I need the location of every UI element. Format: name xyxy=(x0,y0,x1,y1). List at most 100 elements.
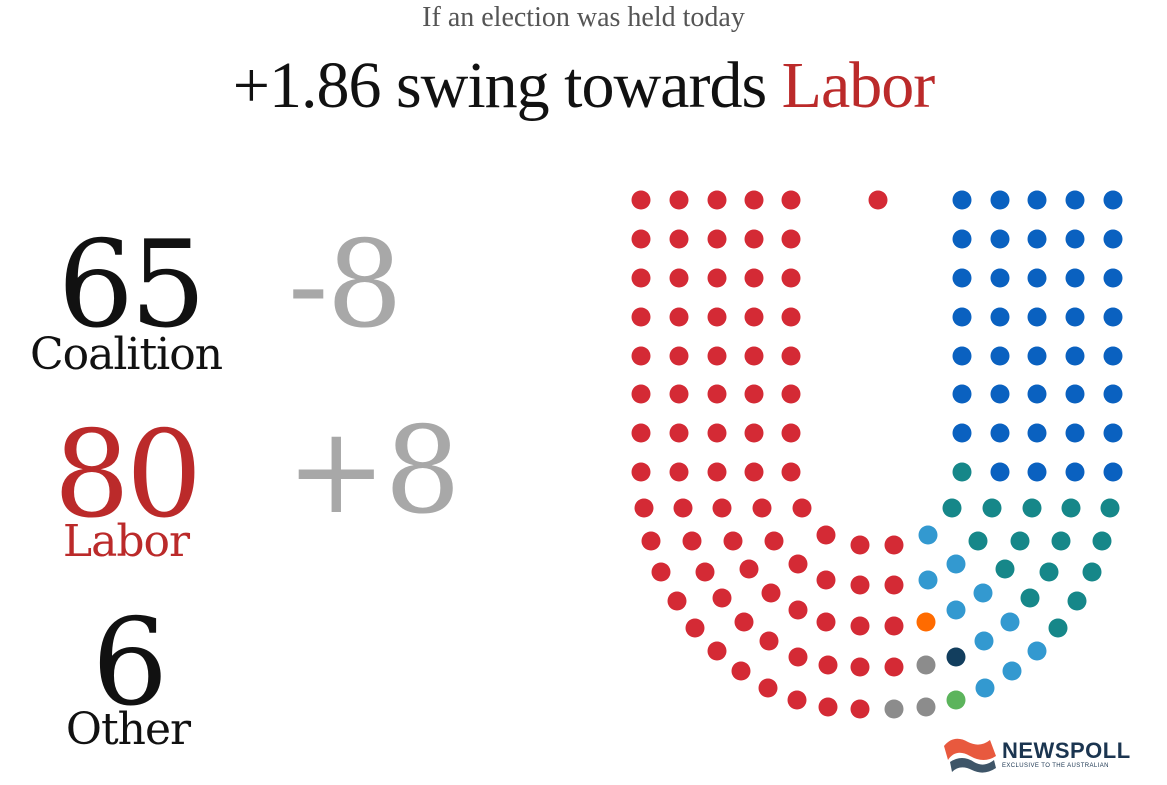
seat-dot xyxy=(1048,618,1068,638)
seat-dot xyxy=(752,498,772,518)
seat-dot xyxy=(1067,591,1087,611)
labor-seats: 80 xyxy=(53,406,203,545)
seat-dot xyxy=(631,462,651,482)
seat-dot xyxy=(990,462,1010,482)
coalition-seats: 65 xyxy=(57,216,207,355)
seat-dot xyxy=(787,690,807,710)
seat-dot xyxy=(946,554,966,574)
seat-dot xyxy=(974,631,994,651)
seat-dot xyxy=(631,384,651,404)
seat-dot xyxy=(1065,384,1085,404)
seat-dot xyxy=(850,657,870,677)
seat-dot xyxy=(707,384,727,404)
seat-dot xyxy=(816,570,836,590)
seat-dot xyxy=(788,647,808,667)
seat-dot xyxy=(651,562,671,582)
seat-dot xyxy=(973,583,993,603)
seat-dot xyxy=(1103,462,1123,482)
seat-dot xyxy=(1027,384,1047,404)
seat-dot xyxy=(744,268,764,288)
seat-dot xyxy=(1103,307,1123,327)
seat-dot xyxy=(744,229,764,249)
seat-dot xyxy=(1103,268,1123,288)
seat-dot xyxy=(818,697,838,717)
seat-dot xyxy=(673,498,693,518)
seat-dot xyxy=(1103,190,1123,210)
seat-dot xyxy=(669,346,689,366)
seat-dot xyxy=(631,229,651,249)
seat-dot xyxy=(884,699,904,719)
seat-dot xyxy=(1027,229,1047,249)
seat-dot xyxy=(884,657,904,677)
seat-dot xyxy=(952,423,972,443)
seat-dot xyxy=(669,423,689,443)
seat-dot xyxy=(990,346,1010,366)
seat-dot xyxy=(952,346,972,366)
seat-dot xyxy=(781,462,801,482)
seat-dot xyxy=(968,531,988,551)
seat-dot xyxy=(850,616,870,636)
seat-dot xyxy=(641,531,661,551)
seat-dot xyxy=(781,307,801,327)
seat-dot xyxy=(1082,562,1102,582)
seat-dot xyxy=(946,647,966,667)
seat-dot xyxy=(884,535,904,555)
seat-dot xyxy=(631,268,651,288)
seat-dot xyxy=(1000,612,1020,632)
seat-dot xyxy=(792,498,812,518)
newspoll-wordmark: NEWSPOLL xyxy=(1002,738,1131,763)
seat-dot xyxy=(1103,423,1123,443)
seat-dot xyxy=(781,384,801,404)
other-label: Other xyxy=(65,704,191,755)
seat-dot xyxy=(1027,268,1047,288)
seat-dot xyxy=(707,462,727,482)
seat-dot xyxy=(952,462,972,482)
seat-dot xyxy=(952,229,972,249)
newspoll-logo-icon xyxy=(944,738,996,773)
seat-dot xyxy=(916,655,936,675)
seat-dot xyxy=(761,583,781,603)
seat-dot xyxy=(781,190,801,210)
seat-dot xyxy=(781,268,801,288)
seat-dot xyxy=(1103,229,1123,249)
labor-change: +8 xyxy=(286,402,461,541)
seat-dot xyxy=(918,525,938,545)
coalition-label: Coalition xyxy=(29,329,223,380)
seat-dot xyxy=(707,229,727,249)
seat-dot xyxy=(990,229,1010,249)
seat-dot xyxy=(631,346,651,366)
seat-dot xyxy=(1092,531,1112,551)
seat-dot xyxy=(685,618,705,638)
seat-dot xyxy=(744,423,764,443)
seat-dot xyxy=(631,307,651,327)
seat-dot xyxy=(942,498,962,518)
seat-dot xyxy=(669,462,689,482)
seat-dot xyxy=(1065,307,1085,327)
seat-dot xyxy=(1065,229,1085,249)
seat-dot xyxy=(744,462,764,482)
seat-dot xyxy=(667,591,687,611)
seat-dot xyxy=(707,346,727,366)
seat-dot xyxy=(1065,462,1085,482)
seat-dot xyxy=(1010,531,1030,551)
seat-dot xyxy=(884,616,904,636)
seat-dot xyxy=(1065,190,1085,210)
seat-dot xyxy=(781,346,801,366)
seat-dot xyxy=(982,498,1002,518)
seat-dot xyxy=(884,575,904,595)
seat-dot xyxy=(707,641,727,661)
seat-dot xyxy=(734,612,754,632)
seat-dot xyxy=(850,699,870,719)
seat-dot xyxy=(631,423,651,443)
seat-dot xyxy=(990,307,1010,327)
seat-dot xyxy=(1027,423,1047,443)
seat-dot xyxy=(952,268,972,288)
seat-dot xyxy=(990,384,1010,404)
headline-swing: +1.86 swing towards xyxy=(232,49,782,122)
seat-dot xyxy=(952,307,972,327)
seat-dot xyxy=(788,554,808,574)
seat-dot xyxy=(818,655,838,675)
seat-dot xyxy=(758,678,778,698)
seat-dot xyxy=(669,229,689,249)
